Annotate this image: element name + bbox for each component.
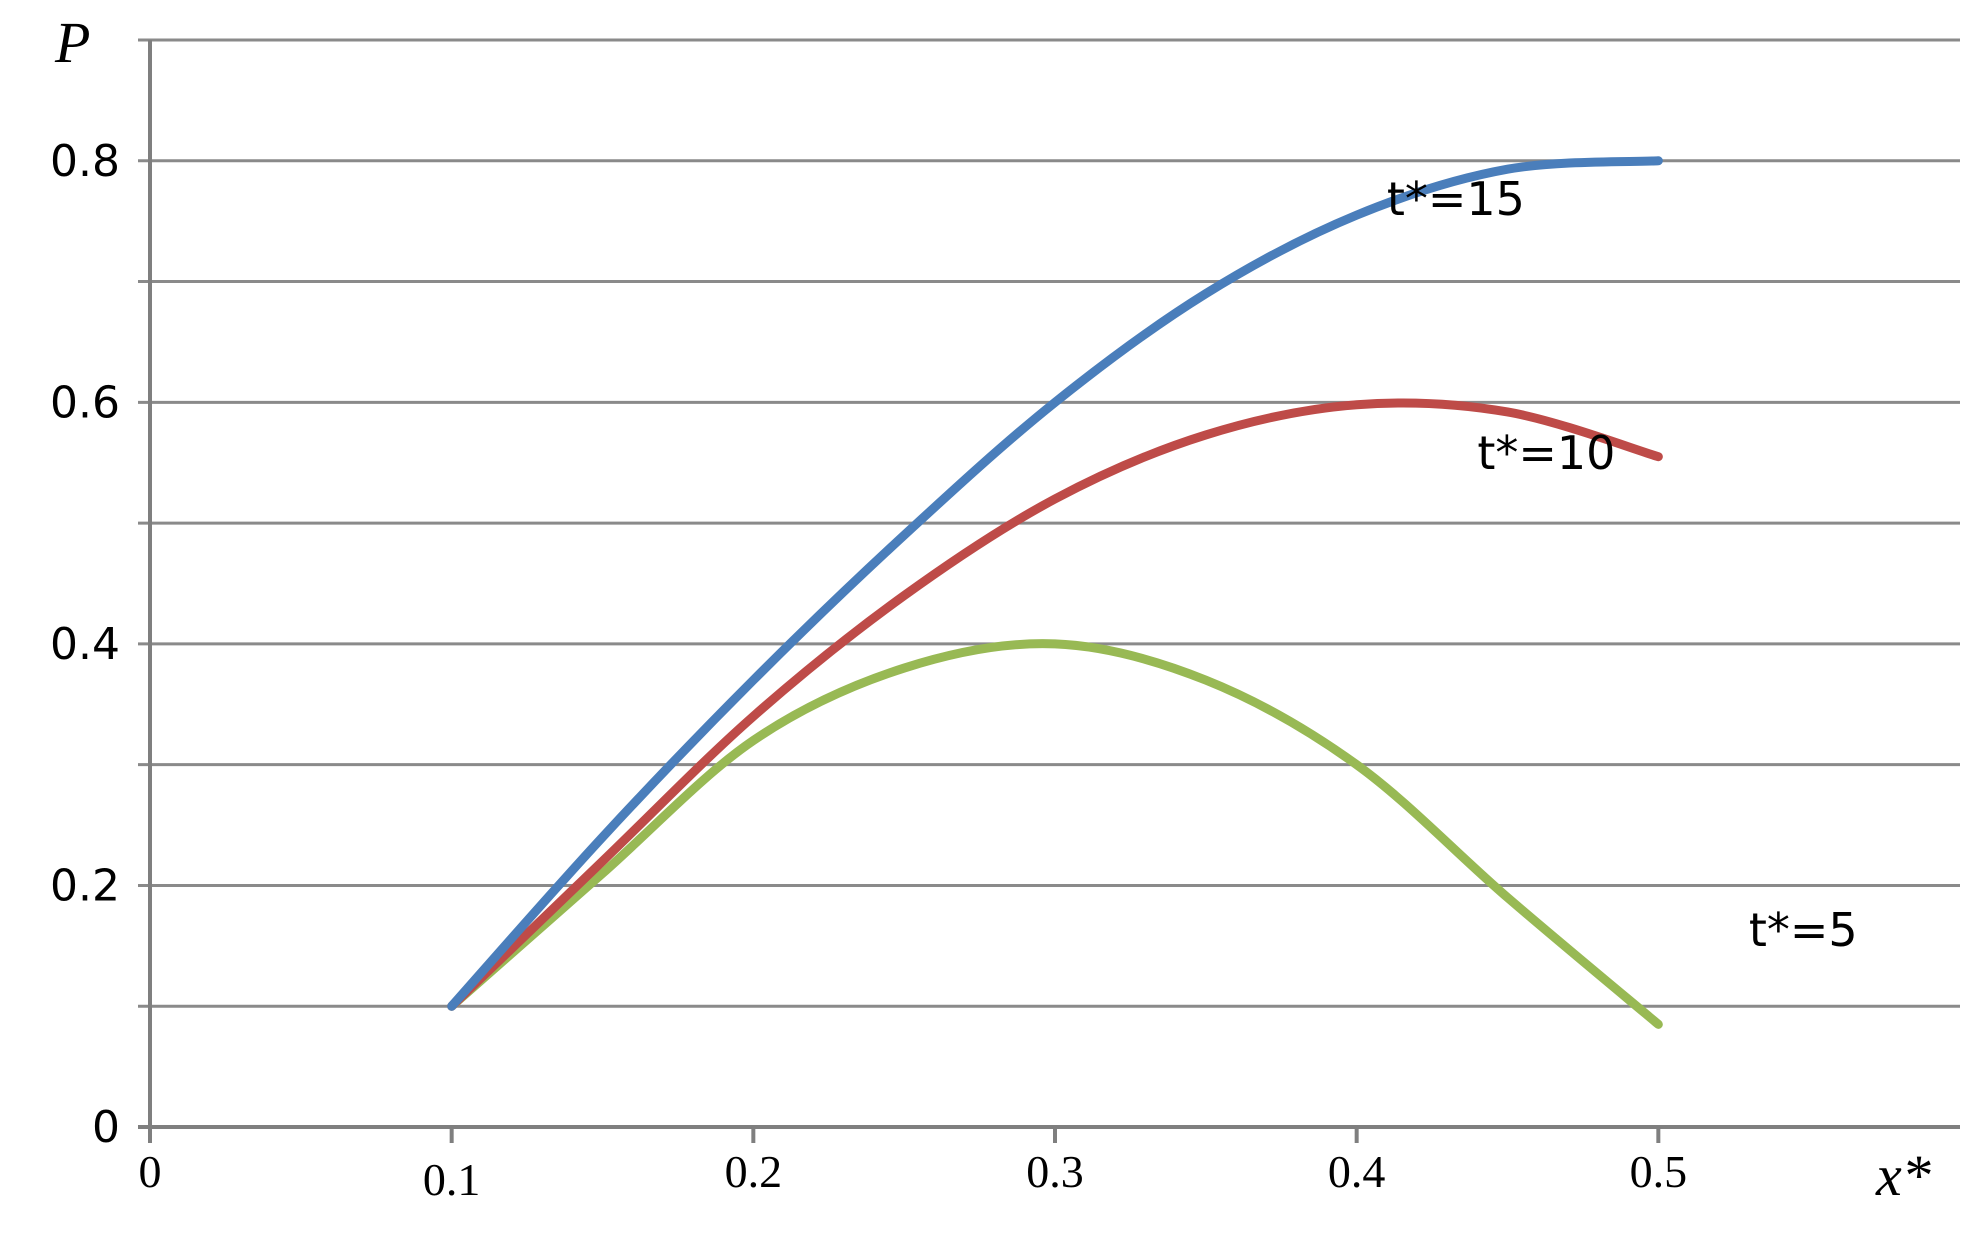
x-tick-label: 0.1 (423, 1154, 481, 1205)
axes (138, 40, 1960, 1129)
series-annotations: t*=15 t*=10 t*=5 (1387, 172, 1858, 957)
y-tick-labels: 0 0.2 0.4 0.6 0.8 (50, 136, 120, 1153)
y-tick-label: 0.4 (50, 619, 120, 670)
y-tick-label: 0.2 (50, 860, 120, 911)
grid (138, 38, 1960, 1008)
x-axis-title: x* (1875, 1143, 1931, 1208)
y-axis-title: P (54, 10, 90, 75)
series-line-t-10 (447, 398, 1663, 1011)
x-tick-label: 0 (139, 1146, 162, 1197)
series-label: t*=5 (1749, 903, 1858, 957)
x-tick-label: 0.2 (725, 1146, 783, 1197)
x-tick-labels: 0 0.1 0.2 0.3 0.4 0.5 (139, 1146, 1688, 1205)
series-lines (447, 156, 1663, 1029)
series-label: t*=15 (1387, 172, 1525, 226)
x-tick-label: 0.4 (1328, 1146, 1386, 1197)
series-label: t*=10 (1477, 426, 1615, 480)
x-tick-label: 0.5 (1630, 1146, 1688, 1197)
y-tick-label: 0.6 (50, 377, 120, 428)
series-line-t-5 (447, 639, 1663, 1029)
x-tick-label: 0.3 (1026, 1146, 1084, 1197)
series-line-t-15 (447, 156, 1663, 1011)
y-tick-label: 0 (92, 1102, 120, 1153)
y-tick-label: 0.8 (50, 136, 120, 187)
tick-marks (148, 1127, 1661, 1143)
